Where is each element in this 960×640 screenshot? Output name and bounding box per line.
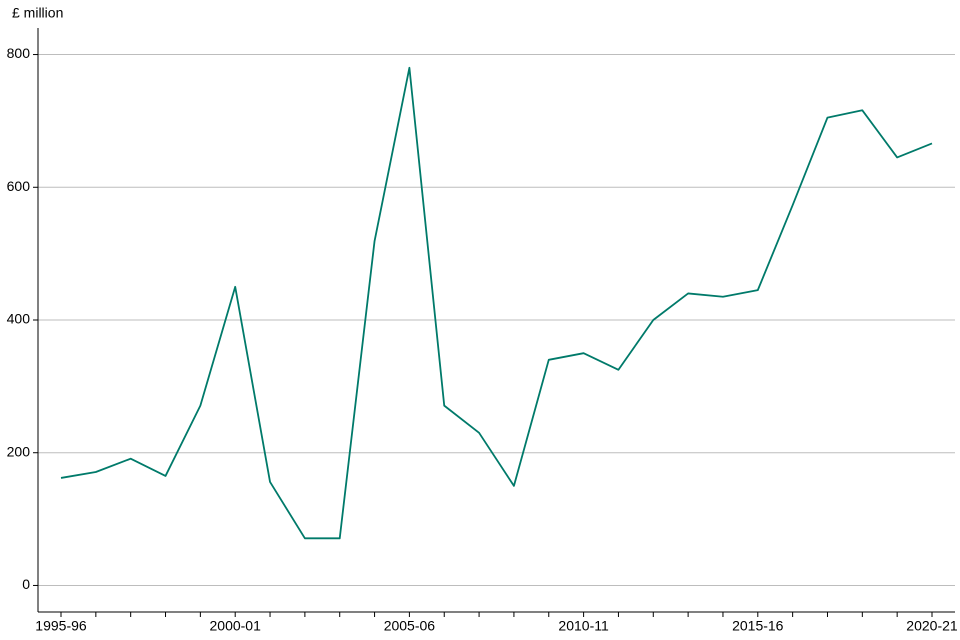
- y-axis-label: £ million: [12, 5, 63, 21]
- y-tick-label: 200: [7, 443, 31, 459]
- x-tick-label: 2020-21: [906, 618, 958, 634]
- x-tick-label: 2005-06: [384, 618, 436, 634]
- y-tick-label: 600: [7, 178, 31, 194]
- x-tick-label: 1995-96: [35, 618, 87, 634]
- x-tick-label: 2010-11: [558, 618, 609, 634]
- data-line: [60, 66, 933, 540]
- y-tick-label: 400: [7, 311, 31, 327]
- y-tick-label: 800: [7, 45, 31, 61]
- y-tick-label: 0: [22, 576, 30, 592]
- x-tick-label: 2015-16: [732, 618, 784, 634]
- x-tick-label: 2000-01: [210, 618, 262, 634]
